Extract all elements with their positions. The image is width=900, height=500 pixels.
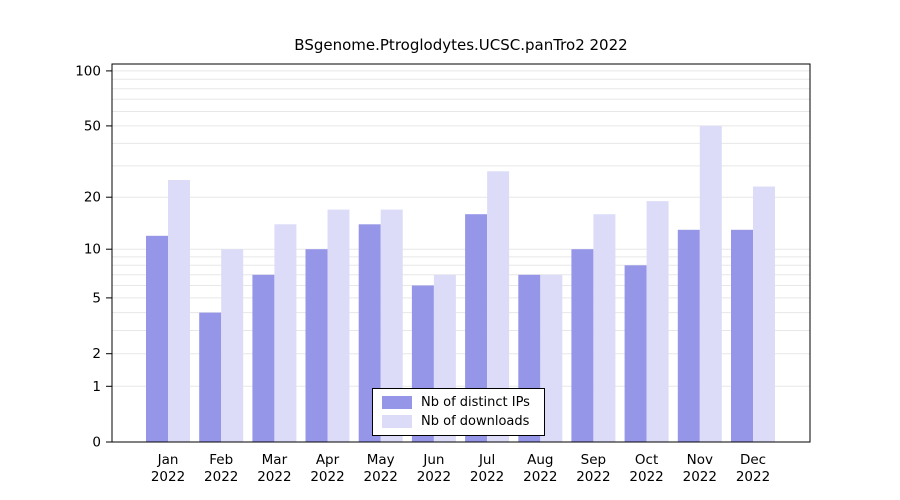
bar-distinct-ips-jan bbox=[146, 235, 168, 442]
bar-distinct-ips-oct bbox=[624, 265, 647, 442]
x-label-month-apr: Apr bbox=[316, 452, 340, 468]
legend-swatch-downloads bbox=[382, 415, 412, 428]
bar-downloads-oct bbox=[646, 201, 669, 442]
x-label-month-aug: Aug bbox=[527, 452, 553, 468]
x-label-month-nov: Nov bbox=[687, 452, 713, 468]
y-tick-label-100: 100 bbox=[75, 63, 101, 79]
legend-label-distinct-ips: Nb of distinct IPs bbox=[421, 395, 530, 410]
x-label-year-mar: 2022 bbox=[257, 469, 291, 485]
x-label-month-may: May bbox=[367, 452, 395, 468]
bar-distinct-ips-apr bbox=[305, 249, 328, 442]
x-label-month-jun: Jun bbox=[422, 452, 444, 468]
x-label-month-feb: Feb bbox=[209, 452, 233, 468]
bar-downloads-dec bbox=[753, 186, 775, 442]
x-label-year-dec: 2022 bbox=[736, 469, 770, 485]
x-label-month-sep: Sep bbox=[581, 452, 606, 468]
bar-downloads-sep bbox=[593, 214, 616, 442]
x-label-year-jan: 2022 bbox=[151, 469, 185, 485]
bar-downloads-nov bbox=[699, 125, 722, 443]
x-label-year-apr: 2022 bbox=[310, 469, 344, 485]
y-tick-label-10: 10 bbox=[84, 242, 101, 258]
bar-downloads-aug bbox=[540, 274, 563, 442]
y-tick-label-2: 2 bbox=[92, 346, 101, 362]
x-label-month-oct: Oct bbox=[635, 452, 658, 468]
bar-distinct-ips-jul bbox=[465, 214, 488, 442]
x-label-year-feb: 2022 bbox=[204, 469, 238, 485]
bar-distinct-ips-dec bbox=[731, 229, 753, 442]
legend-label-downloads: Nb of downloads bbox=[421, 414, 530, 429]
x-label-year-nov: 2022 bbox=[683, 469, 717, 485]
bar-downloads-jul bbox=[487, 171, 510, 443]
legend-item-distinct-ips: Nb of distinct IPs bbox=[382, 395, 530, 410]
legend-item-downloads: Nb of downloads bbox=[382, 414, 530, 429]
y-tick-label-5: 5 bbox=[92, 290, 101, 306]
bar-distinct-ips-mar bbox=[252, 274, 275, 442]
x-label-year-jul: 2022 bbox=[470, 469, 504, 485]
plot-border bbox=[111, 63, 811, 443]
bar-downloads-feb bbox=[221, 249, 244, 442]
bar-downloads-may bbox=[380, 209, 403, 442]
bar-downloads-apr bbox=[327, 209, 350, 442]
legend-swatch-distinct-ips bbox=[382, 396, 412, 409]
bar-downloads-mar bbox=[274, 224, 297, 442]
y-tick-label-20: 20 bbox=[84, 190, 101, 206]
y-tick-label-1: 1 bbox=[92, 379, 101, 395]
bar-distinct-ips-feb bbox=[199, 312, 222, 442]
x-label-year-oct: 2022 bbox=[629, 469, 663, 485]
x-label-year-aug: 2022 bbox=[523, 469, 557, 485]
x-label-month-jan: Jan bbox=[157, 452, 179, 468]
bar-distinct-ips-nov bbox=[677, 229, 700, 442]
y-tick-label-50: 50 bbox=[84, 118, 101, 134]
bar-downloads-jan bbox=[168, 180, 190, 442]
legend: Nb of distinct IPs Nb of downloads bbox=[372, 388, 545, 436]
y-tick-label-0: 0 bbox=[92, 435, 101, 451]
x-label-month-mar: Mar bbox=[262, 452, 288, 468]
x-label-year-sep: 2022 bbox=[576, 469, 610, 485]
x-label-year-may: 2022 bbox=[364, 469, 398, 485]
bar-distinct-ips-may bbox=[358, 224, 381, 442]
x-label-year-jun: 2022 bbox=[417, 469, 451, 485]
x-label-month-dec: Dec bbox=[740, 452, 766, 468]
x-label-month-jul: Jul bbox=[478, 452, 495, 468]
chart-title: BSgenome.Ptroglodytes.UCSC.panTro2 2022 bbox=[294, 36, 628, 54]
bar-distinct-ips-sep bbox=[571, 249, 594, 442]
